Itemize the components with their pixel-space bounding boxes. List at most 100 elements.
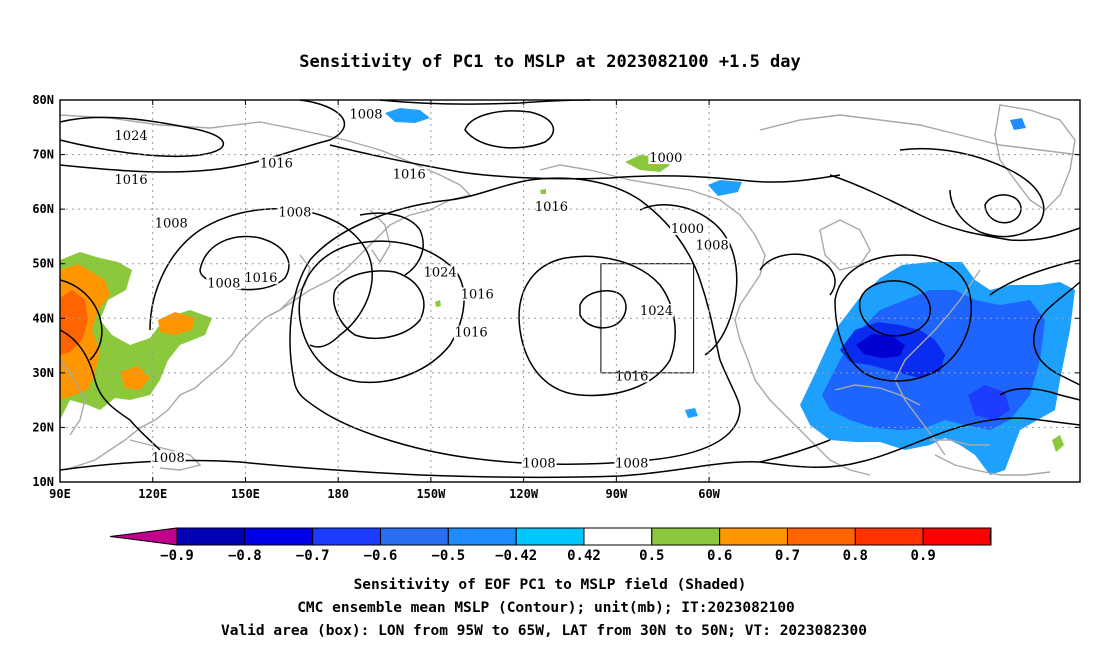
- colorbar-label: 0.5: [639, 548, 664, 564]
- shade-blue-pac: [685, 408, 698, 418]
- contour-label-bg: [670, 221, 705, 235]
- colorbar-label: 0.42: [567, 548, 601, 564]
- contour-label-bg: [258, 156, 294, 170]
- colorbar-label: 0.8: [843, 548, 868, 564]
- colorbar-bin: [515, 527, 585, 546]
- contour-1016-arctic: [329, 144, 841, 183]
- shade-blue-arctic: [385, 108, 430, 123]
- coast-japan: [269, 254, 311, 316]
- contour-label: 1016: [535, 200, 568, 215]
- lon-tick-label: 60W: [698, 487, 720, 501]
- coast-hudson: [819, 219, 871, 271]
- contour-1016-np: [298, 240, 465, 384]
- colorbar: −0.9 −0.8 −0.7 −0.6 −0.5 −0.42 0.42 0.5 0.6 0.7 0.…: [109, 527, 992, 564]
- contour-label: 1024: [424, 266, 457, 281]
- shade-orange-asia-2: [158, 312, 195, 335]
- contour-label-bg: [422, 265, 458, 279]
- contour-label: 1024: [115, 129, 148, 144]
- shade-orange-asia-3: [120, 366, 150, 390]
- contour-label-bg: [150, 451, 186, 465]
- contour-label-bg: [206, 276, 242, 290]
- contour-label-bg: [648, 151, 684, 165]
- contour-label-bg: [694, 238, 730, 252]
- contour-label: 1016: [115, 173, 148, 188]
- colorbar-bin: [651, 527, 721, 546]
- contour-label: 1008: [349, 107, 382, 122]
- contour-label-bg: [534, 200, 569, 214]
- lon-tick-label: 120E: [138, 487, 167, 501]
- coast-caribbean: [930, 439, 990, 446]
- shade-blue-arctic-2: [708, 180, 742, 196]
- colorbar-label: 0.7: [775, 548, 800, 564]
- graticule: [60, 100, 1080, 482]
- colorbar-high-arrow: [989, 527, 992, 546]
- contour-1016-na-ridge: [759, 253, 836, 296]
- coast-alaska: [539, 164, 871, 476]
- contour-label-bg: [153, 216, 189, 230]
- contour-label: 1008: [615, 457, 648, 472]
- coast-arctic-na: [759, 114, 1081, 156]
- map-frame: [59, 99, 1081, 483]
- lon-tick-label: 90E: [49, 487, 71, 501]
- contour-1008-na: [829, 174, 1081, 242]
- colorbar-label: −0.5: [431, 548, 465, 564]
- coastlines: [59, 104, 1081, 476]
- figure-title: Sensitivity of PC1 to MSLP at 2023082100…: [299, 52, 801, 72]
- contour-label: 1016: [455, 326, 488, 341]
- contour-label-bg: [521, 456, 557, 470]
- contour-1016-east: [639, 204, 738, 356]
- contour-1016-na-high: [834, 254, 972, 382]
- colorbar-label: 0.9: [910, 548, 935, 564]
- colorbar-label: 0.6: [707, 548, 732, 564]
- coast-southam: [934, 454, 1051, 476]
- contour-label-bg: [113, 172, 149, 186]
- colorbar-label: −0.7: [296, 548, 330, 564]
- contour-1016-np-low: [333, 270, 425, 339]
- shade-green-dot: [435, 300, 441, 307]
- colorbar-label: −0.42: [495, 548, 537, 564]
- colorbar-bin: [786, 527, 856, 546]
- contour-label-bg: [113, 129, 149, 143]
- contour-1008-polar-low: [464, 110, 555, 149]
- contour-label: 1024: [640, 304, 673, 319]
- contour-label: 1008: [278, 206, 311, 221]
- shade-blue-deep: [856, 334, 905, 358]
- contour-labels: 1008 1024 1016 1016 1000 1016 1008 1016 1000 1008…: [113, 107, 730, 472]
- contour-label-bg: [614, 456, 650, 470]
- lat-tick-label: 10N: [32, 475, 54, 489]
- shade-green-dot-3: [1052, 435, 1064, 452]
- map-axes: 90E 120E 150E 180 150W 120W 90W 60W 80N 70N 60N 50N…: [32, 93, 1080, 501]
- coast-gulf: [834, 384, 921, 406]
- colorbar-bin: [379, 527, 449, 546]
- contour-label-bg: [639, 303, 674, 317]
- coast-greenland: [994, 104, 1076, 211]
- contour-label: 1000: [671, 222, 704, 237]
- contour-1016-atl: [989, 259, 1081, 296]
- shade-green-dot-2: [540, 189, 546, 194]
- contour-label-bg: [453, 325, 489, 339]
- caption-line-1: Sensitivity of EOF PC1 to MSLP field (Sh…: [354, 577, 747, 593]
- lon-tick-label: 180: [327, 487, 349, 501]
- map-panel: 1008 1024 1016 1016 1000 1016 1008 1016 1000 1008…: [59, 99, 1081, 483]
- caption-line-2: CMC ensemble mean MSLP (Contour); unit(m…: [297, 600, 795, 616]
- colorbar-label: −0.6: [364, 548, 398, 564]
- contour-label: 1016: [461, 287, 494, 302]
- lon-tick-label: 150W: [416, 487, 446, 501]
- contour-label: 1000: [649, 151, 682, 166]
- contour-label: 1016: [244, 271, 277, 286]
- contour-1024-na-high: [858, 280, 931, 337]
- lat-tick-label: 20N: [32, 420, 54, 434]
- contour-1000-na: [899, 147, 1045, 238]
- contour-label: 1008: [155, 217, 188, 232]
- colorbar-bin: [244, 527, 314, 546]
- contour-1016-atl-low: [999, 387, 1081, 401]
- contour-1032-pac: [579, 290, 627, 329]
- lat-tick-label: 30N: [32, 366, 54, 380]
- contour-992-na: [984, 194, 1022, 224]
- contour-label: 1008: [152, 451, 185, 466]
- contour-label-bg: [243, 271, 279, 285]
- lat-tick-label: 40N: [32, 311, 54, 325]
- lat-tick-label: 50N: [32, 257, 54, 271]
- contour-label: 1008: [207, 277, 240, 292]
